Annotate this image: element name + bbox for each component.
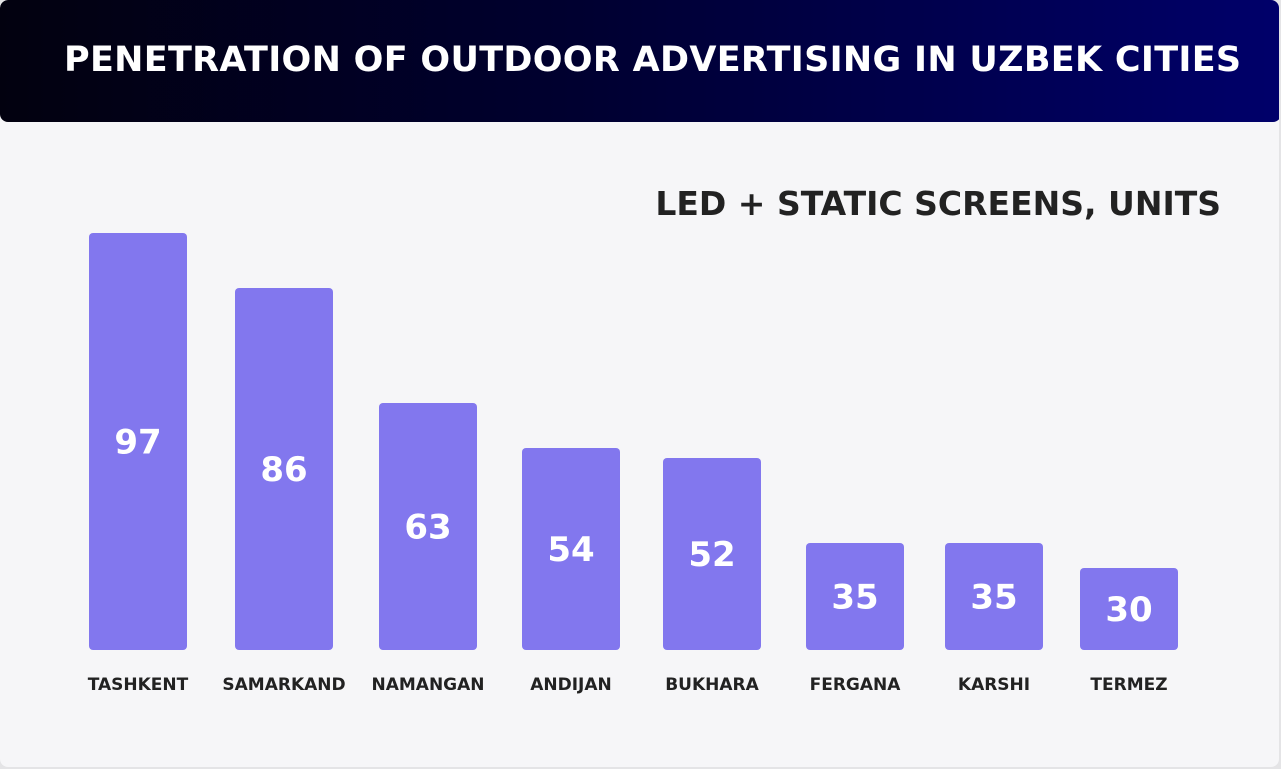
bar-karshi (945, 543, 1043, 650)
data-label: 97 (114, 423, 161, 463)
bar-fergana (806, 543, 904, 650)
chart-subtitle: LED + STATIC SCREENS, UNITS (655, 184, 1221, 223)
data-label: 35 (970, 578, 1017, 618)
category-label: ANDIJAN (530, 675, 612, 695)
category-label: FERGANA (810, 675, 902, 695)
data-label: 52 (688, 535, 735, 575)
data-label: 35 (831, 578, 878, 618)
bar-tashkent (89, 233, 187, 650)
bar-termez (1080, 568, 1178, 650)
category-label: SAMARKAND (222, 675, 345, 695)
category-label: TERMEZ (1090, 675, 1167, 695)
bar-bukhara (663, 458, 761, 650)
data-label: 30 (1105, 590, 1152, 630)
bar-andijan (522, 448, 620, 650)
category-label: NAMANGAN (371, 675, 484, 695)
category-label: TASHKENT (88, 675, 189, 695)
category-label: KARSHI (958, 675, 1030, 695)
bar-namangan (379, 403, 477, 650)
data-label: 63 (404, 508, 451, 548)
data-label: 86 (260, 450, 307, 490)
bar-samarkand (235, 288, 333, 650)
chart-title: PENETRATION OF OUTDOOR ADVERTISING IN UZ… (64, 40, 1242, 80)
header-banner: PENETRATION OF OUTDOOR ADVERTISING IN UZ… (0, 0, 1279, 122)
category-label: BUKHARA (665, 675, 759, 695)
data-label: 54 (547, 530, 594, 570)
